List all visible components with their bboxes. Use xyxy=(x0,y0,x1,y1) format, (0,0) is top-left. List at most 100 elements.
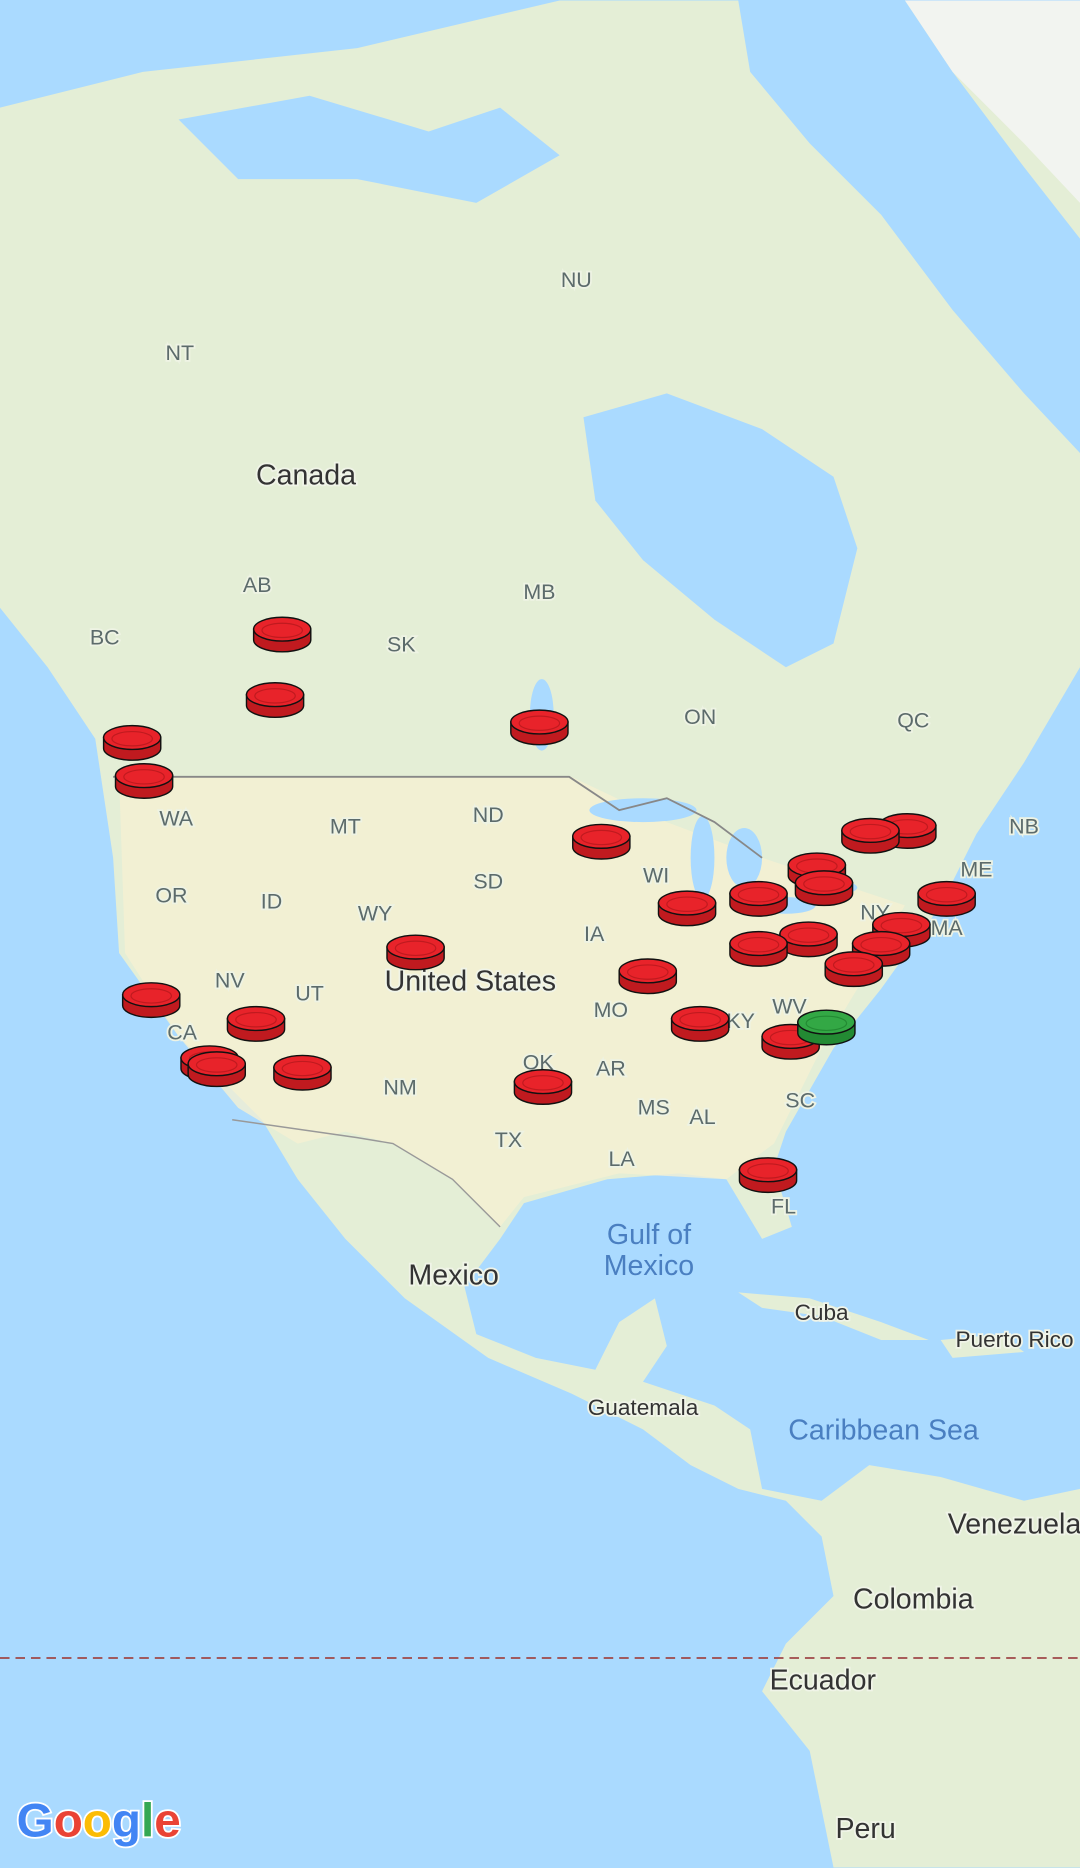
region-label: AR xyxy=(596,1056,626,1080)
region-label: ON xyxy=(684,705,716,729)
baffin-bay xyxy=(738,0,1080,453)
logo-letter: g xyxy=(112,1795,141,1848)
region-label: NM xyxy=(383,1075,416,1099)
marker[interactable] xyxy=(794,870,854,907)
marker[interactable] xyxy=(797,1009,856,1046)
border xyxy=(113,775,763,859)
region-label: LA xyxy=(608,1147,635,1171)
marker-rim xyxy=(666,896,708,912)
region-label: ND xyxy=(473,803,504,827)
marker-rim xyxy=(580,829,623,846)
logo-letter: l xyxy=(141,1795,154,1848)
marker-rim xyxy=(925,886,968,903)
marker[interactable] xyxy=(729,930,788,967)
marker[interactable] xyxy=(779,921,838,958)
marker[interactable] xyxy=(114,763,174,799)
region-label: MS xyxy=(638,1096,670,1120)
marker-rim xyxy=(254,688,296,704)
marker[interactable] xyxy=(273,1054,332,1091)
region-label: UT xyxy=(295,981,324,1005)
marker[interactable] xyxy=(572,823,631,860)
marker[interactable] xyxy=(102,724,162,761)
hudson-bay xyxy=(583,393,858,668)
marker-rim xyxy=(261,622,304,639)
marker[interactable] xyxy=(187,1051,247,1088)
region-label: ME xyxy=(960,858,992,882)
region-label: WY xyxy=(358,902,393,926)
marker[interactable] xyxy=(729,880,788,917)
logo-letter: e xyxy=(154,1795,180,1848)
logo-letter: o xyxy=(83,1795,112,1848)
region-label: FL xyxy=(771,1195,796,1219)
region-label: MB xyxy=(523,580,555,604)
marker-rim xyxy=(522,1075,564,1091)
marker-rim xyxy=(787,927,830,943)
marker[interactable] xyxy=(917,880,976,917)
region-label: IA xyxy=(584,922,605,946)
marker-rim xyxy=(235,1011,277,1028)
marker[interactable] xyxy=(618,958,678,995)
marker[interactable] xyxy=(226,1005,286,1042)
marker[interactable] xyxy=(824,951,884,988)
marker-rim xyxy=(518,715,561,731)
region-label: AB xyxy=(243,573,272,597)
marker-rim xyxy=(111,730,154,747)
marker-rim xyxy=(737,886,780,903)
marker[interactable] xyxy=(121,982,181,1019)
marker-rim xyxy=(805,1015,848,1032)
marker[interactable] xyxy=(245,682,305,718)
marker[interactable] xyxy=(841,817,900,854)
region-label: NB xyxy=(1009,815,1039,839)
region-label: KY xyxy=(726,1009,755,1033)
arctic-water xyxy=(178,95,560,203)
marker-rim xyxy=(860,936,902,953)
marker-rim xyxy=(737,936,780,953)
country-label: Peru xyxy=(835,1813,895,1845)
region-label: ID xyxy=(261,890,282,914)
labels: NU NT Canada AB BC SK MB ON QC NB ME WA … xyxy=(88,266,1080,1847)
greenland xyxy=(904,0,1080,203)
marker-rim xyxy=(130,988,173,1004)
marker[interactable] xyxy=(738,1157,798,1194)
country-label: Cuba xyxy=(795,1300,849,1325)
water-label: Caribbean Sea xyxy=(788,1414,979,1446)
marker[interactable] xyxy=(510,709,569,746)
country-label: Canada xyxy=(256,459,356,491)
cuba xyxy=(738,1292,929,1341)
marker[interactable] xyxy=(386,934,445,971)
gulf-california xyxy=(261,1131,346,1263)
google-logo: Google xyxy=(17,1795,181,1848)
country-label: Guatemala xyxy=(588,1395,699,1420)
marker-rim xyxy=(123,769,165,785)
marker-rim xyxy=(747,1163,789,1179)
marker-rim xyxy=(626,964,669,980)
country-label: Venezuela xyxy=(948,1508,1080,1540)
marker-rim xyxy=(880,917,923,934)
region-label: WA xyxy=(159,806,193,830)
marker[interactable] xyxy=(670,1005,730,1042)
marker-rim xyxy=(849,823,892,840)
hispaniola xyxy=(940,1334,1025,1358)
country-label: Puerto Rico xyxy=(955,1327,1073,1352)
region-label: CA xyxy=(167,1021,197,1045)
border xyxy=(232,1119,501,1228)
marker[interactable] xyxy=(513,1069,573,1105)
marker-rim xyxy=(832,957,875,973)
region-label: BC xyxy=(90,625,120,649)
water-label: Gulf of xyxy=(607,1219,691,1251)
region-label: MA xyxy=(931,916,964,940)
marker[interactable] xyxy=(252,616,312,653)
marker-rim xyxy=(394,940,437,957)
region-label: MO xyxy=(594,998,629,1022)
marker[interactable] xyxy=(657,890,717,927)
marker-rim xyxy=(803,876,845,892)
region-label: AL xyxy=(689,1105,715,1129)
region-label: SD xyxy=(473,869,503,893)
marker-rim xyxy=(281,1060,324,1077)
country-label: Colombia xyxy=(853,1583,974,1615)
region-label: MT xyxy=(330,815,361,839)
region-label: SC xyxy=(785,1089,815,1113)
logo-letter: G xyxy=(17,1795,54,1848)
